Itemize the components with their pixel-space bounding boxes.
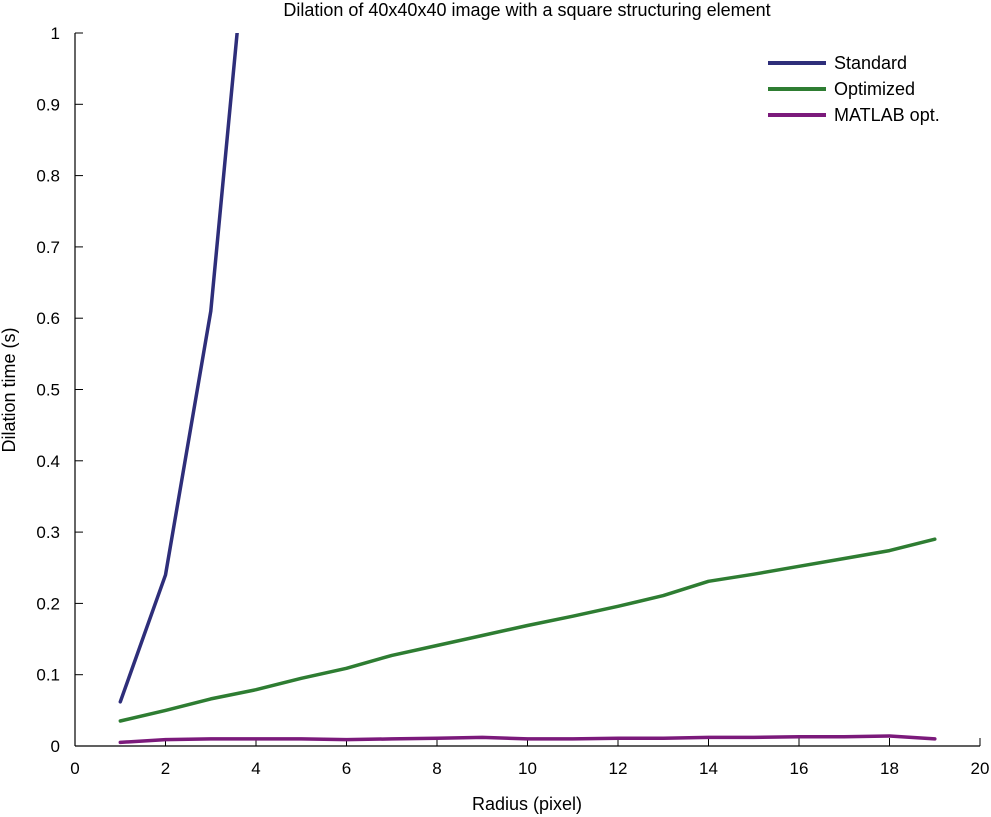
x-tick-label: 12 (609, 759, 628, 778)
legend-label-matlab-opt: MATLAB opt. (834, 105, 940, 125)
y-tick-label: 0.5 (36, 381, 60, 400)
y-tick-label: 1 (51, 24, 60, 43)
series-line-matlab-opt (118, 734, 937, 745)
series-layer (118, 33, 937, 745)
y-tick-label: 0.4 (36, 452, 60, 471)
legend-label-standard: Standard (834, 53, 907, 73)
y-tick-label: 0 (51, 737, 60, 756)
x-tick-label: 6 (342, 759, 351, 778)
y-axis-title: Dilation time (s) (0, 327, 19, 452)
y-tick-label: 0.2 (36, 594, 60, 613)
chart-title: Dilation of 40x40x40 image with a square… (283, 0, 770, 20)
x-tick-label: 10 (518, 759, 537, 778)
y-tick-label: 0.3 (36, 523, 60, 542)
series-line-standard (118, 33, 239, 704)
x-tick-label: 0 (70, 759, 79, 778)
x-tick-label: 20 (971, 759, 990, 778)
axes: 0 2 4 6 8 10 12 14 16 18 20 0 0.1 0.2 0.3 0.4 0.5 0.6 0.7 0… (36, 24, 989, 778)
y-tick-label: 0.9 (36, 95, 60, 114)
legend-label-optimized: Optimized (834, 79, 915, 99)
series-line-optimized (118, 537, 937, 723)
x-tick-label: 2 (161, 759, 170, 778)
y-tick-label: 0.1 (36, 666, 60, 685)
y-tick-label: 0.8 (36, 167, 60, 186)
x-tick-label: 4 (251, 759, 260, 778)
x-tick-label: 16 (790, 759, 809, 778)
x-tick-label: 8 (432, 759, 441, 778)
x-tick-label: 14 (699, 759, 718, 778)
x-tick-label: 18 (880, 759, 899, 778)
y-tick-label: 0.7 (36, 238, 60, 257)
y-tick-label: 0.6 (36, 309, 60, 328)
x-axis-title: Radius (pixel) (472, 794, 582, 814)
legend: Standard Optimized MATLAB opt. (768, 53, 940, 125)
